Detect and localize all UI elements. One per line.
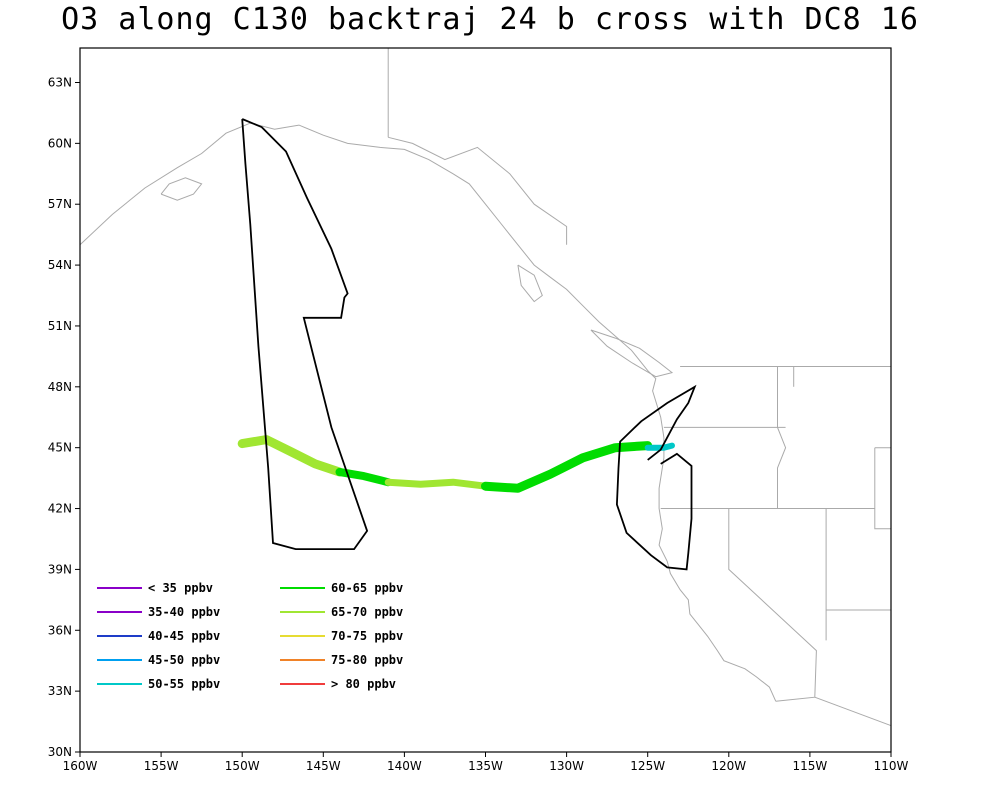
x-tick-label: 135W [468, 759, 503, 773]
flight-track-dc8 [615, 384, 697, 571]
y-tick-label: 48N [48, 380, 72, 394]
y-tick-label: 54N [48, 258, 72, 272]
coastline [517, 264, 543, 303]
y-tick-label: 36N [48, 623, 72, 637]
y-tick-label: 57N [48, 197, 72, 211]
x-tick-label: 125W [630, 759, 665, 773]
x-tick-label: 140W [387, 759, 422, 773]
x-tick-label: 110W [874, 759, 909, 773]
chart-title: O3 along C130 backtraj 24 b cross with D… [61, 2, 919, 37]
legend-label: 60-65 ppbv [331, 581, 403, 595]
legend-label: 45-50 ppbv [148, 653, 220, 667]
trajectory-segment [644, 442, 675, 451]
legend-label: > 80 ppbv [331, 677, 396, 691]
legend-label: 65-70 ppbv [331, 605, 403, 619]
y-tick-label: 30N [48, 745, 72, 759]
y-tick-label: 42N [48, 502, 72, 516]
state-border [814, 696, 891, 727]
y-tick-label: 39N [48, 562, 72, 576]
x-tick-label: 120W [711, 759, 746, 773]
legend: < 35 ppbv 35-40 ppbv 40-45 ppbv 45-50 ppbv 5… [97, 581, 403, 691]
trajectory-segment [237, 435, 344, 477]
state-border [777, 366, 786, 428]
state-border [874, 447, 891, 530]
coastline-layer [80, 122, 777, 702]
legend-label: 70-75 ppbv [331, 629, 403, 643]
x-tick-label: 155W [144, 759, 179, 773]
trajectory-segment [384, 478, 489, 490]
x-tick-label: 160W [63, 759, 98, 773]
y-tick-label: 63N [48, 75, 72, 89]
coastline [160, 177, 203, 201]
x-tick-label: 130W [549, 759, 584, 773]
trajectory-layer [237, 435, 675, 493]
y-tick-label: 60N [48, 136, 72, 150]
legend-label: 40-45 ppbv [148, 629, 220, 643]
flight-track-layer [241, 118, 697, 571]
coastline [590, 329, 674, 378]
legend-label: < 35 ppbv [148, 581, 213, 595]
coastline [80, 122, 777, 702]
y-tick-label: 45N [48, 441, 72, 455]
x-tick-label: 145W [306, 759, 341, 773]
y-tick-label: 51N [48, 319, 72, 333]
state-border [728, 508, 817, 702]
y-tick-label: 33N [48, 684, 72, 698]
legend-label: 75-80 ppbv [331, 653, 403, 667]
y-axis-ticks: 30N 33N 36N 39N 42N 45N 48N 51N 54N 57N 60N 63N [48, 75, 80, 759]
state-border [388, 136, 568, 245]
x-axis-ticks: 160W 155W 150W 145W 140W 135W 130W 125W 120W 115W… [63, 752, 909, 773]
trajectory-segment [481, 441, 653, 493]
state-border [663, 426, 787, 509]
x-tick-label: 150W [225, 759, 260, 773]
legend-label: 35-40 ppbv [148, 605, 220, 619]
legend-label: 50-55 ppbv [148, 677, 220, 691]
flight-track-c130 [241, 118, 369, 550]
border-layer [387, 48, 891, 727]
x-tick-label: 115W [793, 759, 828, 773]
